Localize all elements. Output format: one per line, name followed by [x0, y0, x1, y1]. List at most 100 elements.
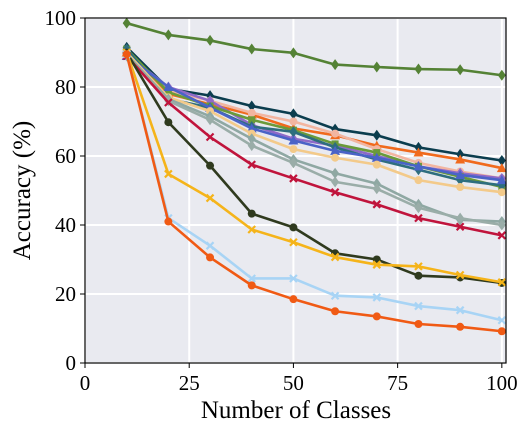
- y-tick-label: 80: [55, 75, 76, 99]
- data-point: [289, 108, 298, 120]
- series-line: [125, 53, 502, 333]
- data-point: [455, 222, 465, 232]
- data-point: [414, 202, 423, 214]
- data-point: [247, 209, 256, 218]
- data-point: [164, 88, 172, 96]
- data-point: [414, 262, 423, 271]
- data-point: [164, 169, 173, 179]
- series-16: [122, 50, 506, 336]
- data-point: [247, 108, 256, 117]
- data-point: [497, 277, 507, 287]
- data-point: [496, 175, 507, 185]
- data-point: [289, 117, 298, 126]
- data-point: [289, 237, 298, 247]
- data-point: [414, 301, 423, 311]
- data-point: [289, 157, 298, 169]
- x-tick-label: 50: [283, 371, 304, 395]
- data-point: [330, 291, 340, 301]
- data-point: [414, 271, 423, 280]
- data-point: [289, 126, 298, 138]
- data-point: [164, 118, 173, 127]
- y-tick-label: 40: [55, 213, 76, 237]
- data-point: [205, 132, 215, 142]
- axis-ticks: 0 25 50 75 100 0 20 40 60 80 100: [45, 6, 518, 395]
- data-point: [456, 148, 465, 160]
- data-point: [414, 141, 423, 153]
- data-point: [289, 47, 298, 59]
- data-point: [330, 145, 341, 155]
- data-point: [372, 293, 382, 302]
- data-point: [122, 50, 131, 59]
- x-tick-label: 0: [80, 371, 91, 395]
- data-point: [456, 64, 465, 76]
- series-line: [125, 46, 503, 162]
- data-point: [247, 160, 257, 169]
- data-point: [413, 161, 424, 171]
- data-point: [247, 133, 256, 145]
- data-point: [414, 63, 423, 75]
- data-point: [164, 29, 173, 41]
- series-line: [125, 51, 502, 194]
- x-tick-label: 25: [179, 371, 200, 395]
- data-point: [288, 135, 299, 145]
- data-point: [206, 34, 215, 46]
- data-point: [247, 43, 256, 55]
- data-point: [331, 307, 340, 316]
- y-tick-label: 0: [66, 351, 77, 375]
- data-point: [455, 154, 466, 164]
- data-point: [163, 82, 174, 91]
- data-point: [331, 59, 340, 71]
- data-point: [455, 169, 466, 179]
- data-point: [289, 274, 298, 283]
- data-point: [372, 183, 381, 195]
- data-point: [455, 305, 465, 315]
- data-point: [248, 116, 256, 124]
- data-point: [246, 123, 257, 133]
- y-tick-label: 20: [55, 282, 76, 306]
- data-point: [497, 154, 506, 166]
- data-point: [206, 253, 215, 262]
- series-line: [125, 52, 503, 284]
- y-axis-title: Accuracy (%): [9, 121, 36, 261]
- data-point: [414, 320, 423, 329]
- data-point: [372, 200, 382, 209]
- data-point: [496, 163, 507, 173]
- data-point: [414, 176, 423, 185]
- series-line: [125, 51, 503, 285]
- data-point: [497, 315, 507, 325]
- series-layer: [121, 17, 507, 336]
- data-point: [122, 17, 131, 29]
- data-point: [456, 212, 465, 224]
- data-point: [414, 213, 423, 223]
- data-point: [206, 161, 215, 170]
- data-point: [206, 114, 215, 126]
- data-point: [373, 149, 381, 157]
- y-tick-label: 100: [45, 6, 77, 30]
- x-tick-label: 100: [486, 371, 518, 395]
- data-point: [247, 100, 256, 112]
- x-axis-title: Number of Classes: [201, 397, 391, 424]
- data-point: [331, 129, 340, 138]
- data-point: [372, 129, 381, 141]
- data-point: [497, 231, 507, 240]
- data-point: [497, 69, 506, 81]
- data-point: [371, 152, 382, 162]
- data-point: [330, 187, 340, 197]
- series-line: [125, 54, 502, 182]
- data-point: [456, 183, 465, 192]
- data-point: [455, 270, 465, 280]
- data-point: [331, 167, 340, 179]
- plot-frame: [84, 17, 507, 364]
- data-point: [289, 223, 298, 232]
- data-point: [247, 225, 257, 234]
- data-point: [372, 312, 381, 321]
- series-9: [122, 48, 506, 197]
- data-point: [205, 193, 215, 203]
- data-point: [164, 217, 173, 226]
- series-1: [122, 17, 506, 81]
- data-point: [331, 153, 340, 162]
- data-point: [330, 252, 340, 262]
- data-point: [497, 219, 506, 231]
- data-point: [372, 260, 382, 269]
- data-point: [289, 145, 298, 154]
